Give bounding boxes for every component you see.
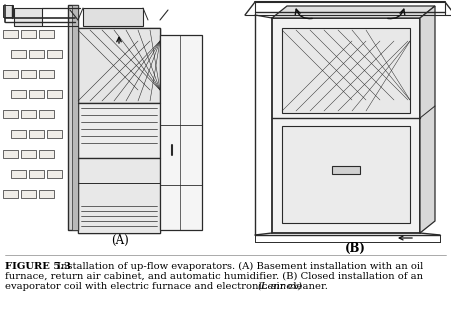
Bar <box>47 130 62 138</box>
Bar <box>21 190 36 198</box>
Bar <box>29 170 44 178</box>
Bar <box>78 28 160 233</box>
Bar <box>78 28 160 103</box>
Bar <box>39 150 54 158</box>
Bar <box>3 110 18 118</box>
Bar <box>3 150 18 158</box>
Bar <box>68 5 78 230</box>
Bar <box>39 190 54 198</box>
Bar <box>332 166 360 174</box>
Bar <box>11 50 26 58</box>
Bar <box>11 130 26 138</box>
Polygon shape <box>420 6 435 233</box>
Bar <box>78 103 160 158</box>
Bar <box>272 18 420 233</box>
Bar <box>29 130 44 138</box>
Bar <box>21 150 36 158</box>
Text: FIGURE 5.3: FIGURE 5.3 <box>5 262 71 271</box>
Bar <box>21 30 36 38</box>
Bar <box>39 110 54 118</box>
Text: (B): (B) <box>345 242 365 255</box>
Text: (Lennox): (Lennox) <box>258 282 303 291</box>
Bar <box>11 170 26 178</box>
Bar <box>78 158 160 233</box>
Bar <box>39 70 54 78</box>
Bar <box>3 30 18 38</box>
Text: furnace, return air cabinet, and automatic humidifier. (B) Closed installation o: furnace, return air cabinet, and automat… <box>5 272 423 281</box>
Bar <box>14 8 42 26</box>
Bar <box>3 70 18 78</box>
Bar <box>47 50 62 58</box>
Text: Installation of up-flow evaporators. (A) Basement installation with an oil: Installation of up-flow evaporators. (A)… <box>57 262 423 271</box>
Bar <box>3 5 13 17</box>
Bar <box>72 5 78 230</box>
Bar <box>21 70 36 78</box>
Bar <box>83 8 143 26</box>
Bar <box>160 35 202 230</box>
Text: evaporator coil with electric furnace and electronic air cleaner.: evaporator coil with electric furnace an… <box>5 282 331 291</box>
Bar <box>47 90 62 98</box>
Bar <box>39 30 54 38</box>
Bar <box>47 170 62 178</box>
Bar <box>11 90 26 98</box>
Bar <box>29 50 44 58</box>
Bar <box>29 90 44 98</box>
Text: (A): (A) <box>111 234 129 246</box>
Bar <box>3 190 18 198</box>
Bar <box>21 110 36 118</box>
Bar <box>282 28 410 113</box>
Bar <box>282 126 410 223</box>
Polygon shape <box>272 6 435 18</box>
